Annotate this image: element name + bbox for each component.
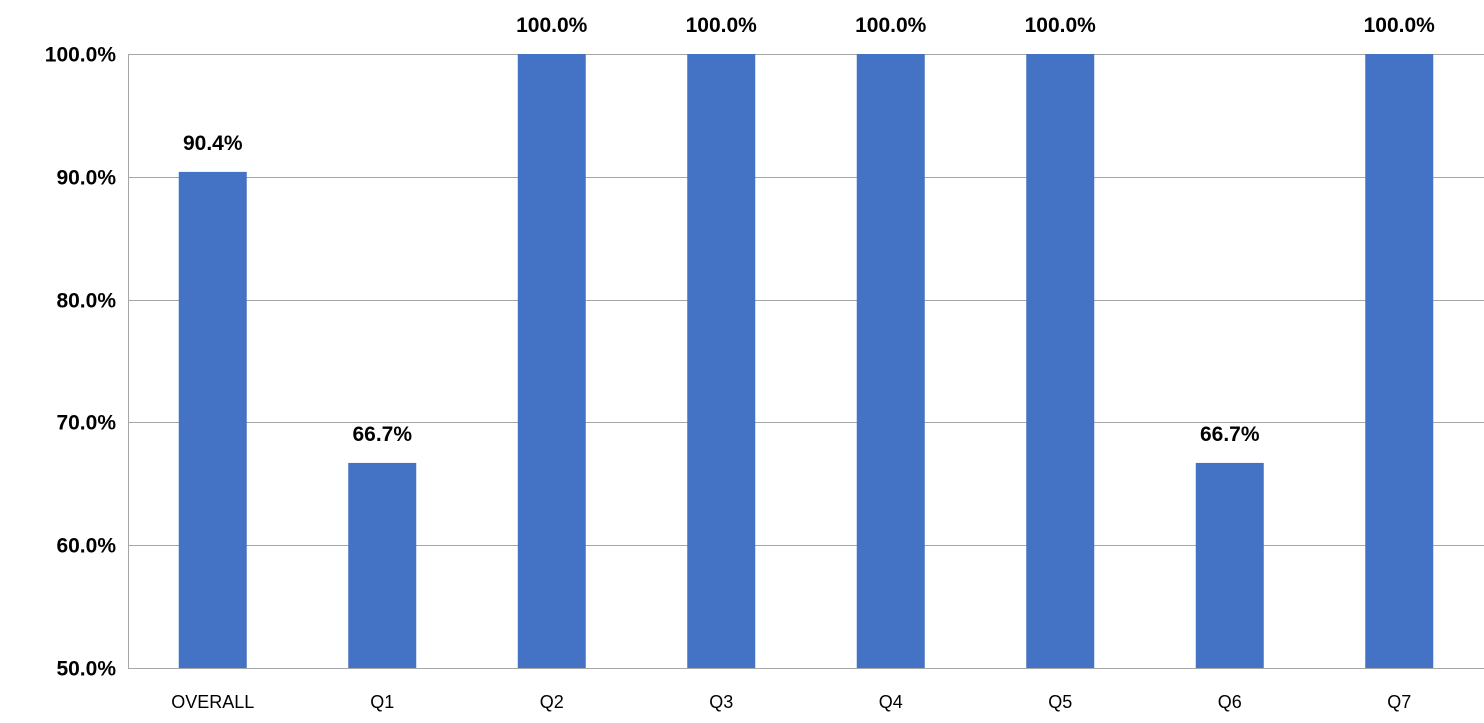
- data-label: 100.0%: [855, 14, 927, 37]
- data-label: 100.0%: [1364, 14, 1436, 37]
- bar-q5: [1026, 54, 1095, 668]
- data-label: 100.0%: [686, 14, 758, 37]
- data-label: 90.4%: [183, 132, 243, 155]
- bar-q6: [1195, 462, 1264, 668]
- y-tick-label: 70.0%: [56, 412, 116, 435]
- data-label: 100.0%: [1025, 14, 1097, 37]
- x-category-label: OVERALL: [171, 692, 254, 712]
- bar-q3: [687, 54, 756, 668]
- x-category-label: Q7: [1387, 692, 1411, 712]
- data-label: 66.7%: [1200, 423, 1260, 446]
- data-label: 100.0%: [516, 14, 588, 37]
- y-tick-label: 100.0%: [45, 44, 117, 67]
- x-category-labels: OVERALL Q1 Q2 Q3 Q4 Q5 Q6 Q7: [171, 692, 1411, 712]
- bar-q1: [348, 462, 417, 668]
- y-tick-label: 90.0%: [56, 167, 116, 190]
- x-category-label: Q2: [540, 692, 564, 712]
- x-category-label: Q6: [1218, 692, 1242, 712]
- bar-q4: [856, 54, 925, 668]
- x-category-label: Q3: [709, 692, 733, 712]
- x-category-label: Q5: [1048, 692, 1072, 712]
- y-tick-label: 80.0%: [56, 290, 116, 313]
- x-category-label: Q1: [370, 692, 394, 712]
- bar-q2: [517, 54, 586, 668]
- data-labels: 90.4% 66.7% 100.0% 100.0% 100.0% 100.0% 66.7% 1…: [183, 14, 1435, 446]
- gridlines: [128, 54, 1484, 669]
- bars: [178, 54, 1434, 668]
- y-tick-label: 60.0%: [56, 535, 116, 558]
- bar-q7: [1365, 54, 1434, 668]
- data-label: 66.7%: [352, 423, 412, 446]
- x-category-label: Q4: [879, 692, 903, 712]
- y-tick-labels: 50.0% 60.0% 70.0% 80.0% 90.0% 100.0%: [45, 44, 117, 681]
- bar-overall: [178, 171, 247, 668]
- y-tick-label: 50.0%: [56, 658, 116, 681]
